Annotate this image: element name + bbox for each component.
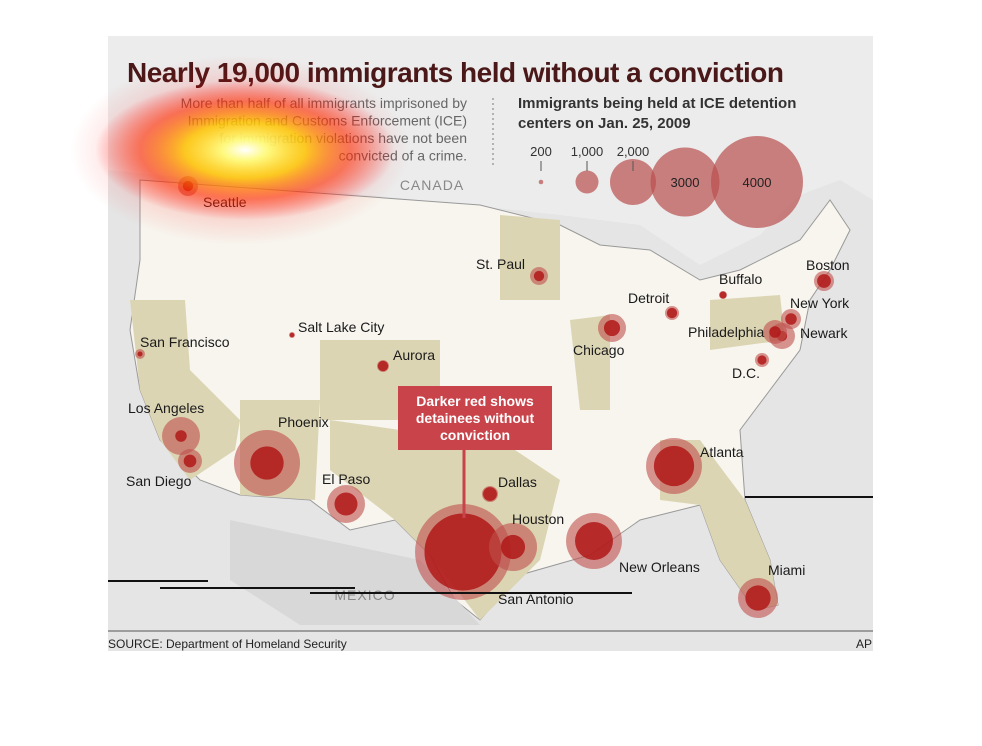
legend-title: Immigrants being held at ICE detention (518, 95, 796, 112)
callout-box (398, 386, 552, 450)
city-unconvicted (575, 522, 613, 560)
mexico (230, 520, 480, 625)
callout-line: conviction (440, 427, 510, 443)
region-label: MEXICO (334, 587, 395, 603)
city-unconvicted (533, 270, 545, 282)
city-label: Dallas (498, 474, 537, 490)
legend-label: 4000 (743, 175, 772, 190)
source: SOURCE: Department of Homeland Security (108, 637, 347, 651)
callout-line: Darker red shows (416, 393, 534, 409)
legend-label: 1,000 (571, 144, 604, 159)
city-unconvicted (289, 332, 295, 338)
legend-label: 200 (530, 144, 552, 159)
city-label: Salt Lake City (298, 319, 384, 335)
city-unconvicted (603, 319, 621, 337)
city-label: Phoenix (278, 414, 329, 430)
city-label: New York (790, 295, 850, 311)
city-label: Houston (512, 511, 564, 527)
city-unconvicted (183, 454, 197, 468)
city-label: Atlanta (700, 444, 744, 460)
city-label: Chicago (573, 342, 625, 358)
city-unconvicted (250, 446, 284, 480)
city-unconvicted (653, 445, 695, 487)
legend-bubble (575, 170, 599, 194)
legend-title: centers on Jan. 25, 2009 (518, 115, 691, 132)
city-label: San Francisco (140, 334, 230, 350)
city-unconvicted (817, 274, 831, 288)
callout-line: detainees without (416, 410, 535, 426)
city-label: Boston (806, 257, 850, 273)
city-unconvicted (666, 307, 678, 319)
city-unconvicted (175, 430, 187, 442)
city-unconvicted (483, 487, 497, 501)
city-label: New Orleans (619, 559, 700, 575)
city-label: St. Paul (476, 256, 525, 272)
city-label: San Antonio (498, 591, 574, 607)
city-unconvicted (377, 360, 389, 372)
city-unconvicted (785, 313, 797, 325)
legend-bubble (650, 147, 720, 217)
city-label: Detroit (628, 290, 669, 306)
credit: AP (856, 637, 872, 651)
legend-bubble (711, 136, 803, 228)
city-unconvicted (757, 355, 767, 365)
legend-bubble (610, 159, 656, 205)
city-unconvicted (769, 326, 781, 338)
city-label: Aurora (393, 347, 435, 363)
city-unconvicted (745, 585, 771, 611)
city-unconvicted (500, 534, 526, 560)
region-label: CANADA (400, 177, 464, 193)
city-unconvicted (334, 492, 358, 516)
city-label: Buffalo (719, 271, 763, 287)
legend: Immigrants being held at ICE detention ce… (518, 95, 803, 228)
state-illinois (570, 315, 610, 410)
city-label: El Paso (322, 471, 370, 487)
state-california (130, 300, 240, 480)
city-label: Miami (768, 562, 805, 578)
city-label: San Diego (126, 473, 192, 489)
city-unconvicted (719, 291, 727, 299)
city-label: Newark (800, 325, 848, 341)
legend-bubble (538, 179, 544, 185)
legend-label: 3000 (671, 175, 700, 190)
legend-label: 2,000 (617, 144, 650, 159)
city-label: Philadelphia (688, 324, 764, 340)
heatmap (95, 80, 395, 220)
city-unconvicted (424, 513, 502, 591)
city-label: D.C. (732, 365, 760, 381)
city-unconvicted (137, 351, 143, 357)
city-label: Los Angeles (128, 400, 204, 416)
